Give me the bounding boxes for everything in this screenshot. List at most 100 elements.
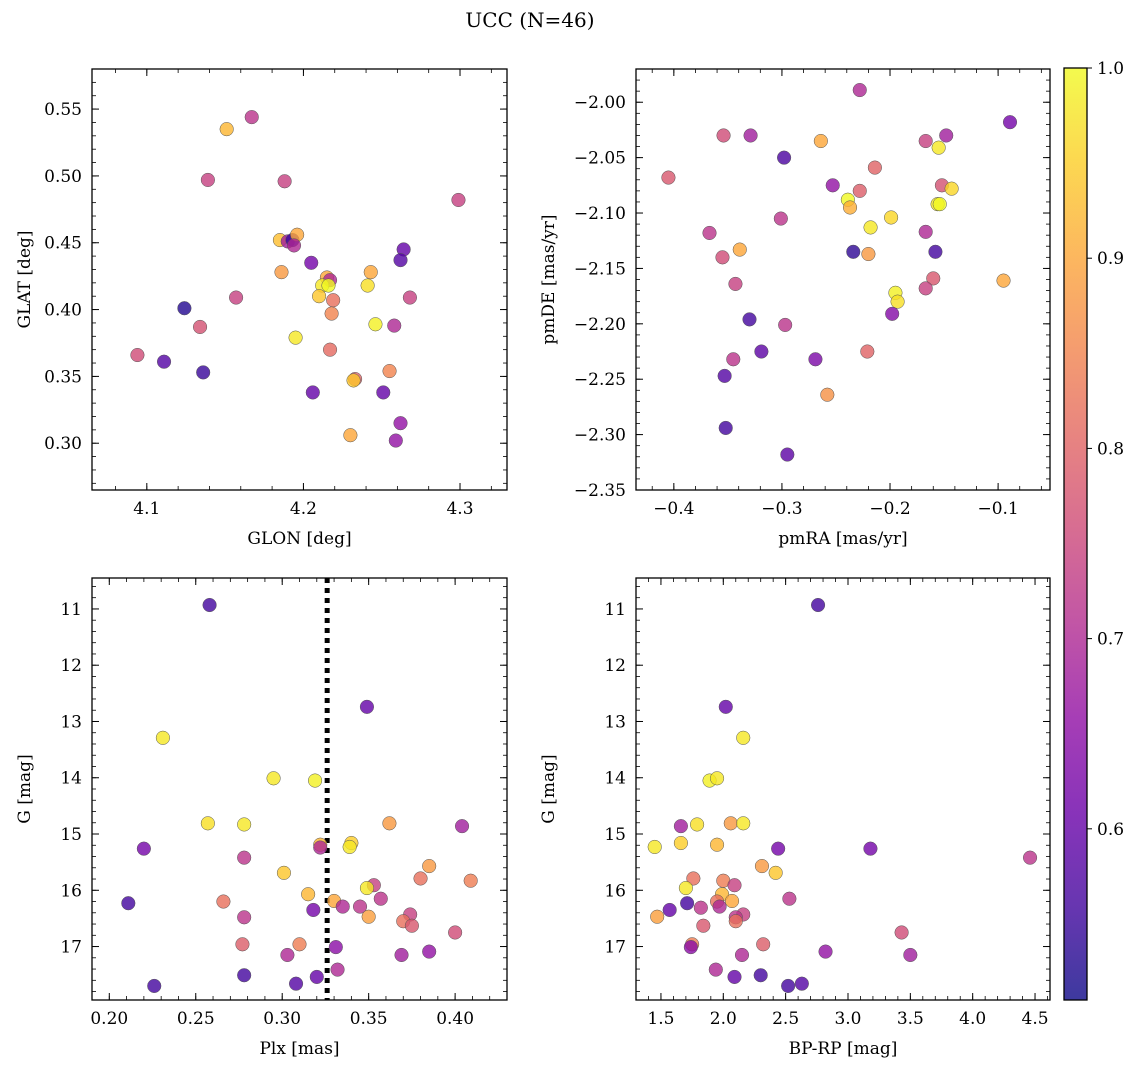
scatter-point — [811, 597, 826, 613]
scatter-point — [696, 918, 711, 933]
scatter-point — [202, 597, 217, 613]
scatter-point — [147, 978, 162, 993]
x-axis-label: GLON [deg] — [247, 529, 351, 549]
x-tick-label: 4.2 — [290, 499, 317, 519]
x-tick-label: 1.5 — [647, 1009, 674, 1029]
scatter-point — [363, 265, 378, 280]
x-axis-label: Plx [mas] — [259, 1039, 339, 1059]
scatter-point — [328, 940, 343, 955]
scatter-point — [932, 197, 947, 212]
scatter-point — [313, 840, 328, 855]
scatter-point — [662, 902, 677, 918]
scatter-point — [359, 699, 374, 714]
y-tick-label: 0.45 — [44, 234, 82, 254]
colorbar-frame — [1063, 67, 1088, 1001]
scatter-point — [690, 817, 705, 832]
y-tick-label: 0.50 — [44, 167, 82, 187]
scatter-point — [808, 352, 823, 367]
scatter-point — [277, 174, 292, 189]
scatter-point — [863, 220, 878, 235]
scatter-point — [727, 969, 742, 984]
scatter-point — [996, 273, 1011, 288]
colorbar-tick-label: 0.8 — [1097, 439, 1124, 459]
scatter-point — [780, 447, 795, 462]
scatter-point — [451, 192, 466, 208]
scatter-point — [773, 211, 788, 226]
panel-plx-g: 0.20 0.25 0.30 0.35 0.40 11 12 13 14 15 16 17 Plx [m… — [15, 577, 508, 1059]
y-tick-label: −2.25 — [574, 370, 626, 390]
y-axis-label: pmDE [mas/yr] — [539, 214, 559, 344]
scatter-point — [717, 368, 732, 383]
scatter-point — [343, 428, 358, 443]
y-tick-label: 17 — [60, 938, 82, 958]
x-tick-label: 4.5 — [1022, 1009, 1049, 1029]
scatter-point — [710, 771, 725, 786]
scatter-point — [863, 841, 878, 856]
y-tick-label: −2.15 — [574, 259, 626, 279]
x-tick-label: 2.5 — [772, 1009, 799, 1029]
scatter-point — [683, 940, 698, 955]
scatter-point — [885, 306, 900, 321]
scatter-point — [728, 276, 743, 291]
colorbar-ticks: 0.6 0.7 0.8 0.9 1.0 — [1087, 59, 1124, 840]
scatter-point — [918, 133, 933, 149]
x-axis-label: pmRA [mas/yr] — [778, 529, 907, 549]
scatter-point — [229, 290, 244, 305]
scatter-points — [661, 83, 1018, 462]
scatter-point — [280, 947, 295, 963]
scatter-point — [890, 294, 905, 309]
scatter-point — [860, 344, 875, 359]
scatter-point — [388, 433, 403, 448]
axes-frame — [635, 577, 1051, 1001]
scatter-point — [193, 319, 208, 334]
y-tick-label: 0.30 — [44, 434, 82, 454]
scatter-point — [710, 837, 725, 852]
scatter-point — [756, 937, 771, 952]
y-tick-label: 15 — [60, 825, 82, 845]
y-tick-label: 16 — [604, 881, 626, 901]
y-axis-label: G [mag] — [539, 754, 559, 823]
scatter-point — [237, 968, 252, 983]
scatter-point — [387, 318, 402, 333]
scatter-point — [324, 306, 339, 321]
axes-frame — [91, 577, 508, 1001]
scatter-point — [918, 224, 933, 239]
y-tick-label: −2.10 — [574, 204, 626, 224]
scatter-point — [781, 978, 796, 993]
scatter-point — [454, 819, 470, 834]
scatter-point — [304, 255, 319, 270]
scatter-point — [402, 290, 417, 305]
scatter-point — [867, 160, 882, 175]
colorbar: 0.6 0.7 0.8 0.9 1.0 — [1063, 59, 1124, 1001]
scatter-point — [918, 281, 933, 296]
x-tick-label: −0.1 — [977, 499, 1018, 519]
scatter-point — [718, 699, 733, 714]
scatter-point — [686, 871, 701, 886]
scatter-point — [944, 181, 959, 196]
y-tick-label: −2.00 — [574, 93, 626, 113]
scatter-point — [716, 128, 731, 143]
y-axis-label: G [mag] — [15, 754, 35, 823]
scatter-point — [382, 816, 397, 831]
scatter-point — [301, 887, 316, 902]
scatter-point — [732, 242, 747, 257]
scatter-point — [288, 976, 304, 991]
scatter-point — [777, 150, 792, 165]
x-tick-label: −0.2 — [869, 499, 910, 519]
axes-frame — [635, 68, 1051, 491]
x-tick-label: 2.0 — [710, 1009, 737, 1029]
x-tick-label: 3.0 — [834, 1009, 861, 1029]
colorbar-tick-label: 0.7 — [1097, 630, 1124, 650]
scatter-point — [928, 244, 943, 259]
panel-bprp-g: 1.5 2.0 2.5 3.0 3.5 4.0 4.5 11 12 13 14 15 16 17 BP-RP… — [539, 577, 1051, 1059]
y-tick-label: −2.05 — [574, 149, 626, 169]
y-tick-label: 12 — [60, 656, 82, 676]
scatter-point — [305, 385, 320, 400]
scatter-point — [680, 896, 695, 911]
scatter-point — [712, 899, 727, 914]
colorbar-gradient — [1064, 68, 1087, 1000]
scatter-point — [852, 83, 867, 98]
scatter-point — [413, 871, 428, 886]
scatter-point — [288, 330, 303, 345]
y-tick-label: −2.20 — [574, 315, 626, 335]
